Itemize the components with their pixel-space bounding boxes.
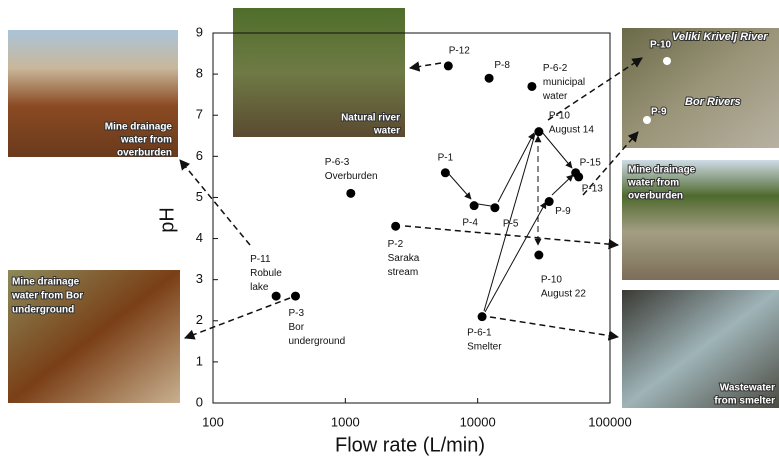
point-label: P-6-3 — [325, 157, 350, 168]
point-label: P-11 — [250, 254, 271, 265]
point-label: P-10 — [541, 275, 563, 286]
point-label: Overburden — [325, 171, 378, 182]
data-point — [290, 291, 300, 301]
point-label: underground — [288, 336, 345, 347]
photo — [8, 270, 180, 403]
y-tick-label: 9 — [196, 24, 203, 39]
photo-caption: Natural river — [341, 113, 400, 124]
data-point — [574, 172, 584, 182]
photo-caption: underground — [12, 305, 74, 316]
y-tick-label: 7 — [196, 107, 203, 122]
photo-caption: water from — [627, 178, 679, 189]
photo-caption: water from Bor — [11, 291, 83, 302]
photo-caption: Mine drainage — [12, 277, 80, 288]
y-tick-label: 8 — [196, 66, 203, 81]
data-point — [440, 168, 450, 178]
data-point — [391, 221, 401, 231]
point-label: P-15 — [580, 157, 602, 168]
point-label: P-1 — [438, 152, 454, 163]
y-tick-label: 3 — [196, 271, 203, 286]
y-tick-label: 4 — [196, 230, 203, 245]
x-tick-label: 1000 — [331, 414, 360, 429]
data-point — [271, 291, 281, 301]
x-axis-label: Flow rate (L/min) — [335, 434, 485, 456]
photo-caption: Wastewater — [720, 383, 775, 394]
data-point — [477, 312, 487, 322]
point-label: Saraka — [388, 253, 420, 264]
photo-caption: overburden — [628, 191, 683, 202]
point-label: Robule — [250, 268, 282, 279]
point-label: stream — [388, 267, 419, 278]
plot-frame — [212, 32, 611, 404]
y-tick-label: 5 — [196, 189, 203, 204]
y-tick-label: 2 — [196, 312, 203, 327]
y-tick-label: 6 — [196, 148, 203, 163]
data-point — [544, 197, 554, 207]
point-label: lake — [250, 282, 269, 293]
data-point — [534, 250, 544, 260]
photo-arrows — [179, 57, 643, 341]
point-label: P-12 — [449, 46, 471, 57]
data-point — [443, 61, 453, 71]
point-label: P-8 — [494, 60, 510, 71]
photo — [622, 160, 779, 280]
y-axis-label: pH — [156, 207, 178, 233]
photo-caption: Veliki Krivelj River — [672, 31, 768, 43]
connectors — [447, 131, 574, 313]
x-tick-label: 10000 — [460, 414, 496, 429]
y-tick-label: 1 — [196, 353, 203, 368]
point-label: P-6-2 — [543, 63, 568, 74]
y-tick-label: 0 — [196, 394, 203, 409]
point-label: P-2 — [388, 239, 404, 250]
data-point — [346, 188, 356, 198]
photo-caption: Mine drainage — [105, 122, 173, 133]
photo-caption: water from — [120, 135, 172, 146]
point-label: P-13 — [582, 184, 604, 195]
photo-caption: Mine drainage — [628, 165, 696, 176]
photo-caption: P-10 — [650, 40, 672, 51]
data-point — [534, 127, 544, 137]
data-point — [469, 201, 479, 211]
point-label: August 22 — [541, 289, 586, 300]
data-point — [484, 73, 494, 83]
data-point — [527, 81, 537, 91]
photo-caption: Bor Rivers — [685, 96, 741, 108]
point-label: municipal — [543, 77, 585, 88]
point-label: Bor — [288, 322, 304, 333]
photos — [8, 8, 779, 408]
photo — [8, 30, 178, 157]
point-label: water — [542, 91, 568, 102]
point-label: P-5 — [503, 218, 519, 229]
point-label: August 14 — [549, 124, 594, 135]
data-point — [490, 203, 500, 213]
site-dot — [663, 57, 671, 65]
photo — [233, 8, 405, 137]
photo-caption: P-9 — [651, 107, 667, 118]
point-label: P-4 — [462, 217, 478, 228]
photo-caption: water — [373, 126, 400, 137]
photo-caption: from smelter — [714, 396, 775, 407]
point-label: P-3 — [288, 308, 304, 319]
photo — [622, 290, 779, 408]
site-dot — [643, 116, 651, 124]
point-label: P-6-1 — [467, 327, 492, 338]
x-tick-label: 100000 — [588, 414, 631, 429]
photo-caption: overburden — [117, 148, 172, 159]
point-label: Smelter — [467, 341, 502, 352]
point-label: P-10 — [549, 110, 571, 121]
photo — [622, 28, 779, 148]
point-label: P-9 — [555, 206, 571, 217]
x-tick-label: 100 — [202, 414, 224, 429]
